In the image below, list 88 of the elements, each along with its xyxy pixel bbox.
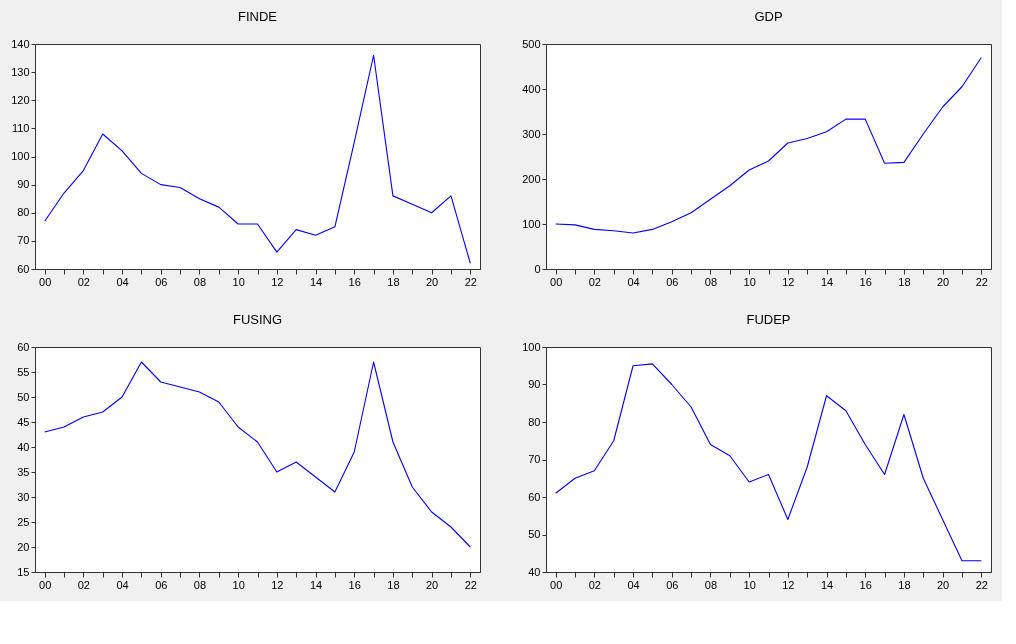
y-tick-label: 110 xyxy=(11,121,30,134)
x-tick-label: 18 xyxy=(898,578,911,591)
x-tick-label: 16 xyxy=(348,275,361,288)
x-tick-label: 18 xyxy=(387,578,400,591)
x-tick-label: 08 xyxy=(704,578,718,591)
chart-title: GDP xyxy=(754,9,783,24)
line-series xyxy=(44,54,471,264)
y-tick-label: 200 xyxy=(522,172,541,185)
line-series xyxy=(555,56,982,234)
y-tick-label: 70 xyxy=(17,234,30,247)
x-tick-label: 02 xyxy=(588,275,601,288)
x-tick-label: 10 xyxy=(232,578,245,591)
x-tick-label: 20 xyxy=(426,578,439,591)
y-tick-label: 100 xyxy=(522,340,541,353)
x-tick-label: 12 xyxy=(782,578,795,591)
x-tick-label: 18 xyxy=(387,275,400,288)
x-tick-label: 00 xyxy=(39,275,52,288)
x-tick-label: 00 xyxy=(39,578,52,591)
x-tick-label: 06 xyxy=(155,578,168,591)
x-tick-label: 04 xyxy=(627,578,640,591)
x-tick-label: 16 xyxy=(859,578,872,591)
x-tick-label: 04 xyxy=(116,578,129,591)
x-tick-label: 16 xyxy=(348,578,361,591)
y-tick-label: 0 xyxy=(534,262,541,275)
x-tick-label: 16 xyxy=(859,275,872,288)
y-tick-label: 15 xyxy=(17,565,30,578)
y-tick-label: 80 xyxy=(17,206,30,219)
y-tick-label: 100 xyxy=(11,150,30,162)
x-tick-label: 02 xyxy=(77,578,90,591)
y-tick-label: 130 xyxy=(11,65,30,78)
x-tick-label: 00 xyxy=(550,578,563,591)
line-series xyxy=(555,363,982,562)
x-tick-label: 10 xyxy=(743,275,756,288)
y-tick-label: 70 xyxy=(528,453,541,465)
y-tick-label: 45 xyxy=(17,415,30,428)
y-tick-label: 50 xyxy=(17,390,30,403)
line-series xyxy=(44,361,471,548)
y-tick-label: 50 xyxy=(528,528,541,540)
x-tick-label: 14 xyxy=(309,578,323,591)
chart-title: FINDE xyxy=(238,9,278,24)
x-tick-label: 00 xyxy=(550,275,563,288)
y-tick-label: 90 xyxy=(528,378,541,390)
x-tick-label: 22 xyxy=(975,578,988,591)
chart-title: FUDEP xyxy=(746,312,791,327)
y-tick-label: 25 xyxy=(17,515,30,528)
y-tick-label: 60 xyxy=(17,340,30,353)
y-tick-label: 40 xyxy=(17,440,30,453)
y-tick-label: 20 xyxy=(17,540,30,553)
x-tick-label: 10 xyxy=(232,275,245,288)
x-tick-label: 22 xyxy=(464,578,477,591)
x-tick-label: 20 xyxy=(937,578,950,591)
x-tick-label: 12 xyxy=(271,275,284,288)
y-tick-label: 120 xyxy=(11,93,30,106)
x-tick-label: 12 xyxy=(782,275,795,288)
x-tick-label: 06 xyxy=(666,275,679,288)
y-tick-label: 100 xyxy=(522,217,541,230)
x-tick-label: 12 xyxy=(271,578,284,591)
x-tick-label: 22 xyxy=(464,275,477,288)
x-tick-label: 08 xyxy=(193,275,207,288)
x-tick-label: 14 xyxy=(309,275,323,288)
chart-title: FUSING xyxy=(232,312,283,327)
y-tick-label: 35 xyxy=(17,465,30,478)
y-tick-label: 60 xyxy=(17,262,30,275)
y-tick-label: 90 xyxy=(17,178,30,191)
x-tick-label: 06 xyxy=(666,578,679,591)
x-tick-label: 04 xyxy=(627,275,640,288)
y-tick-label: 140 xyxy=(11,37,30,50)
x-tick-label: 18 xyxy=(898,275,911,288)
x-tick-label: 06 xyxy=(155,275,168,288)
y-tick-label: 40 xyxy=(528,565,541,578)
y-tick-label: 300 xyxy=(522,127,541,140)
y-tick-label: 60 xyxy=(528,490,541,503)
x-tick-label: 04 xyxy=(116,275,129,288)
x-tick-label: 10 xyxy=(743,578,756,591)
y-tick-label: 80 xyxy=(528,415,541,428)
y-tick-label: 55 xyxy=(17,365,30,378)
x-tick-label: 08 xyxy=(193,578,207,591)
x-tick-label: 02 xyxy=(77,275,90,288)
x-tick-label: 14 xyxy=(820,275,834,288)
y-tick-label: 500 xyxy=(522,37,541,50)
y-tick-label: 30 xyxy=(17,490,30,503)
x-tick-label: 20 xyxy=(937,275,950,288)
x-tick-label: 14 xyxy=(820,578,834,591)
x-tick-label: 22 xyxy=(975,275,988,288)
y-tick-label: 400 xyxy=(522,82,541,95)
x-tick-label: 08 xyxy=(704,275,718,288)
x-tick-label: 02 xyxy=(588,578,601,591)
x-tick-label: 20 xyxy=(426,275,439,288)
